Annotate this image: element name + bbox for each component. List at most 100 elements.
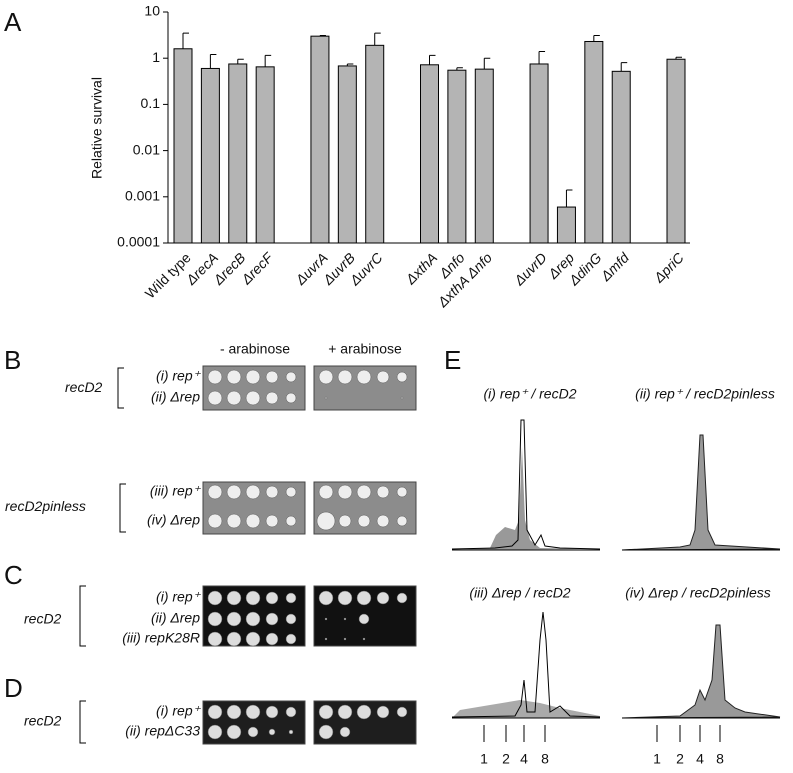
colony-spot (285, 706, 297, 718)
column-header: + arabinose (328, 341, 402, 357)
colony-spot (339, 726, 351, 738)
error-bar (483, 57, 491, 70)
panel-label: C (4, 560, 23, 590)
row-label: (i) rep⁺ (156, 703, 202, 719)
colony-spot (356, 369, 372, 385)
error-bar (182, 32, 189, 49)
colony-spot (226, 631, 242, 647)
trace-line (451, 611, 601, 718)
colony-spot (288, 729, 294, 735)
error-bar (593, 34, 600, 42)
colony-spot (358, 613, 370, 625)
bar (420, 64, 439, 244)
bar (529, 63, 549, 244)
row-label: (ii) Δrep (151, 389, 200, 405)
colony-spot (245, 484, 261, 500)
bar (666, 58, 686, 244)
colony-spot (207, 704, 223, 720)
colony-spot (207, 631, 223, 647)
bar (200, 67, 220, 244)
colony-spot (356, 484, 372, 500)
trace-line (451, 419, 601, 550)
colony-spot (247, 726, 259, 738)
marker-label: 4 (520, 751, 528, 767)
error-bar (456, 67, 463, 71)
row-label: (i) rep⁺ (156, 589, 202, 605)
colony-spot (396, 706, 408, 718)
panel-label: A (4, 7, 22, 37)
row-label: (ii) repΔC33 (125, 723, 200, 739)
row-label: (ii) Δrep (151, 610, 200, 626)
bar (611, 70, 631, 244)
error-bar (429, 54, 436, 65)
x-tick-label: ΔxthA (402, 249, 440, 287)
colony-spot (324, 617, 328, 621)
colony-spot (207, 484, 223, 500)
trace-title: (i) rep⁺ / recD2 (484, 386, 577, 402)
bar (365, 44, 385, 244)
colony-spot (245, 513, 261, 529)
y-axis-label: Relative survival (89, 77, 105, 179)
trace-fill (452, 447, 600, 550)
trace-fill (621, 624, 781, 719)
row-label: (iii) rep⁺ (150, 483, 202, 499)
x-tick-label: Δmfd (597, 249, 633, 285)
colony-spot (356, 704, 372, 720)
colony-spot (245, 590, 261, 606)
y-tick-label: 1 (152, 49, 160, 65)
bracket (79, 700, 86, 744)
bar (310, 35, 330, 244)
strain-label: recD2 (65, 379, 103, 395)
y-tick-label: 0.1 (141, 95, 161, 111)
trace-title: (ii) rep⁺ / recD2pinless (635, 386, 775, 402)
colony-spot (265, 485, 279, 499)
bar (337, 65, 357, 244)
x-tick-label: ΔrecF (237, 248, 276, 287)
x-tick-label: ΔpriC (650, 249, 687, 286)
colony-spot (207, 390, 223, 406)
colony-spot (265, 370, 279, 384)
colony-spot (268, 728, 276, 736)
y-tick-label: 0.0001 (117, 234, 160, 250)
colony-spot (338, 514, 352, 528)
colony-spot (285, 515, 297, 527)
colony-spot (318, 369, 334, 385)
marker-label: 4 (696, 751, 704, 767)
marker-label: 8 (541, 751, 549, 767)
colony-spot (376, 370, 390, 384)
colony-spot (376, 514, 390, 528)
colony-spot (376, 591, 390, 605)
colony-spot (400, 396, 404, 400)
colony-spot (226, 513, 242, 529)
colony-spot (318, 704, 334, 720)
colony-spot (245, 369, 261, 385)
colony-spot (316, 511, 336, 531)
row-label: (iii) repK28R (122, 630, 200, 646)
panel-label: E (444, 345, 461, 375)
error-bar (538, 50, 546, 64)
marker-label: 2 (676, 751, 684, 767)
error-bar (209, 54, 217, 69)
colony-spot (265, 612, 279, 626)
colony-spot (285, 486, 297, 498)
error-bar (346, 63, 354, 66)
colony-spot (265, 632, 279, 646)
trace-fill (621, 434, 781, 551)
marker-label: 2 (502, 751, 510, 767)
colony-spot (285, 392, 297, 404)
bracket (117, 367, 124, 409)
error-bar (565, 189, 573, 208)
error-bar (264, 54, 272, 67)
bar (255, 66, 275, 244)
colony-spot (343, 617, 347, 621)
panel-label: D (4, 673, 23, 703)
colony-spot (285, 613, 297, 625)
colony-spot (207, 369, 223, 385)
colony-spot (207, 724, 223, 740)
colony-spot (226, 590, 242, 606)
x-tick-label: ΔuvrD (510, 249, 550, 289)
error-bar (374, 32, 381, 46)
row-label: (i) rep⁺ (156, 368, 202, 384)
colony-spot (362, 637, 366, 641)
colony-spot (265, 591, 279, 605)
